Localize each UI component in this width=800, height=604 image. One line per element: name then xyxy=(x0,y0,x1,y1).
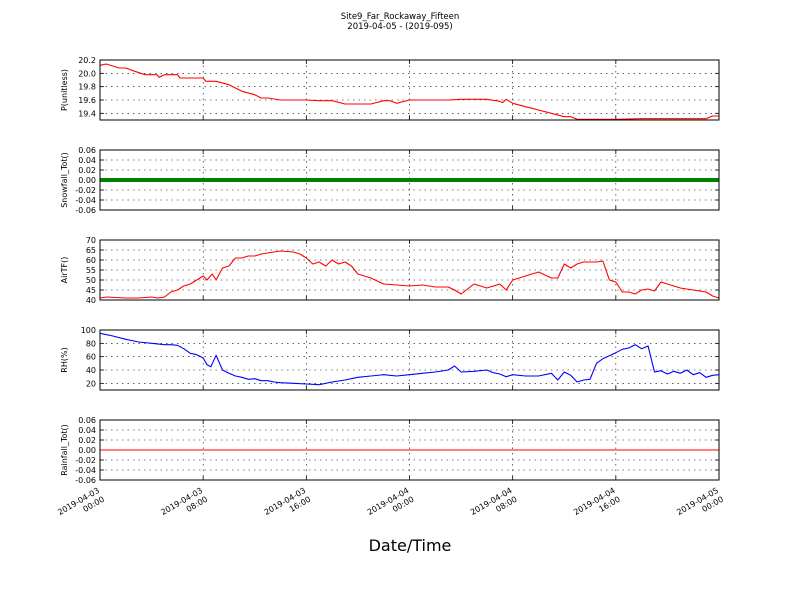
subplot-1: 19.4 19.6 19.8 20.0 20.2 P(unitless) xyxy=(60,56,720,121)
y-tick-label: 0.04 xyxy=(78,426,96,435)
x-tick-label: 2019-04-0400:00 xyxy=(366,486,416,526)
y-tick-label: 20 xyxy=(86,379,96,388)
subplot-4: 20 40 60 80 100 RH(%) xyxy=(60,326,720,391)
y-tick-label: 40 xyxy=(86,366,96,375)
y-tick-label: 0.02 xyxy=(78,166,96,175)
y-tick-label: 80 xyxy=(86,339,96,348)
plot-frame xyxy=(99,59,720,121)
subplots: 19.419.619.820.020.2P(unitless)-0.06-0.0… xyxy=(60,56,720,485)
y-tick-label: 100 xyxy=(81,326,96,335)
x-tick-label: 2019-04-0416:00 xyxy=(572,486,622,526)
y-axis-label: P(unitless) xyxy=(60,69,69,111)
plot-frame xyxy=(99,419,720,481)
y-tick-label: 19.8 xyxy=(78,83,96,92)
series-line xyxy=(99,250,720,299)
subplot-5: -0.06-0.04-0.020.000.020.040.06 Rainfall_… xyxy=(60,416,720,485)
y-tick-label: 20.2 xyxy=(78,56,96,65)
figure-subtitle: 2019-04-05 - (2019-095) xyxy=(347,22,452,32)
y-tick-label: 65 xyxy=(86,246,96,255)
plot-frame xyxy=(99,329,720,391)
y-tick-label: -0.04 xyxy=(75,466,96,475)
x-tick-labels: 2019-04-0300:00 2019-04-0308:00 2019-04-03… xyxy=(56,486,725,526)
x-tick-label: 2019-04-0500:00 xyxy=(675,486,725,526)
y-tick-label: 60 xyxy=(86,256,96,265)
y-tick-label: 0.06 xyxy=(78,146,96,155)
figure-title: Site9_Far_Rockaway_Fifteen xyxy=(341,12,460,22)
y-tick-label: -0.06 xyxy=(75,476,96,485)
y-axis-label: AirTF() xyxy=(60,257,69,284)
y-tick-label: -0.06 xyxy=(75,206,96,215)
y-tick-label: 70 xyxy=(86,236,96,245)
x-tick-label: 2019-04-0316:00 xyxy=(263,486,313,526)
y-tick-label: 55 xyxy=(86,266,96,275)
y-tick-label: 45 xyxy=(86,286,96,295)
plot-frame xyxy=(99,149,720,211)
subplot-2: -0.06-0.04-0.020.000.020.040.06 Snowfall_… xyxy=(60,146,720,215)
y-tick-label: 20.0 xyxy=(78,69,96,78)
x-axis-label: Date/Time xyxy=(369,536,452,555)
y-tick-label: -0.02 xyxy=(75,186,96,195)
x-tick-label: 2019-04-0408:00 xyxy=(469,486,519,526)
plot-frame xyxy=(99,239,720,301)
y-tick-label: 50 xyxy=(86,276,96,285)
y-tick-label: 0.00 xyxy=(78,176,96,185)
series-line xyxy=(99,332,720,386)
y-axis-label: Rainfall_Tot() xyxy=(60,424,69,476)
y-tick-label: -0.04 xyxy=(75,196,96,205)
series-line xyxy=(99,63,719,120)
y-axis-label: RH(%) xyxy=(60,347,69,372)
x-tick-label: 2019-04-0308:00 xyxy=(159,486,209,526)
y-tick-label: 19.6 xyxy=(78,96,96,105)
y-tick-label: 0.00 xyxy=(78,446,96,455)
x-tick-label: 2019-04-0300:00 xyxy=(56,486,106,526)
y-tick-label: 60 xyxy=(86,353,96,362)
y-tick-label: 0.02 xyxy=(78,436,96,445)
y-tick-label: 40 xyxy=(86,296,96,305)
y-tick-label: 0.06 xyxy=(78,416,96,425)
y-tick-label: 0.04 xyxy=(78,156,96,165)
y-tick-label: 19.4 xyxy=(78,109,96,118)
y-tick-label: -0.02 xyxy=(75,456,96,465)
y-axis-label: Snowfall_Tot() xyxy=(60,152,69,208)
